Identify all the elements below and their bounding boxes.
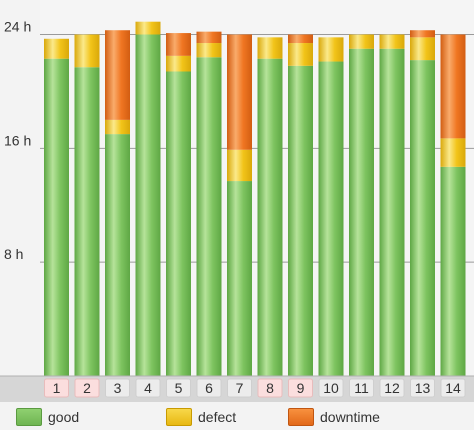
x-tick-box	[410, 378, 435, 398]
legend-label-good: good	[48, 409, 80, 425]
x-tick-box	[196, 378, 222, 398]
x-tick-label: 7	[236, 380, 244, 396]
bar-defect-5[interactable]	[166, 55, 191, 72]
x-tick-box	[166, 378, 191, 398]
bar-defect-6[interactable]	[196, 43, 222, 58]
bar-downtime-9[interactable]	[288, 34, 313, 44]
x-tick-label: 4	[144, 380, 152, 396]
x-tick-box	[379, 378, 405, 398]
legend-item-defect[interactable]: defect	[166, 404, 236, 430]
bar-defect-3[interactable]	[105, 119, 130, 135]
legend-swatch-defect	[166, 408, 192, 426]
bar-good-14[interactable]	[440, 166, 466, 376]
bar-defect-7[interactable]	[227, 149, 252, 182]
x-tick-label: 2	[83, 380, 91, 396]
legend-swatch-downtime	[288, 408, 314, 426]
legend-swatch-good	[16, 408, 42, 426]
y-tick-label: 8 h	[4, 246, 23, 262]
bar-downtime-7[interactable]	[227, 34, 252, 150]
bar-defect-1[interactable]	[44, 38, 69, 59]
x-tick-label: 8	[266, 380, 274, 396]
x-tick-box	[74, 378, 100, 398]
bar-downtime-6[interactable]	[196, 31, 222, 44]
x-tick-label: 3	[114, 380, 122, 396]
bar-downtime-13[interactable]	[410, 30, 435, 38]
legend: good defect downtime	[0, 404, 474, 430]
x-tick-label: 14	[445, 380, 461, 396]
bar-defect-13[interactable]	[410, 37, 435, 61]
x-tick-box	[257, 378, 283, 398]
x-tick-label: 11	[354, 380, 369, 396]
x-tick-box	[227, 378, 252, 398]
bar-good-1[interactable]	[44, 58, 69, 377]
axes: 8 h16 h24 h1 2 3 4 5 6 7 8 9 10 11 12 13 14	[0, 18, 474, 402]
bar-good-11[interactable]	[349, 48, 374, 377]
y-tick-label: 24 h	[4, 18, 31, 34]
x-tick-label: 10	[323, 380, 339, 396]
x-tick-box	[135, 378, 161, 398]
bar-good-13[interactable]	[410, 60, 435, 377]
bar-defect-12[interactable]	[379, 34, 405, 49]
bar-good-4[interactable]	[135, 34, 161, 377]
bar-defect-10[interactable]	[318, 37, 344, 62]
bar-good-5[interactable]	[166, 71, 191, 376]
bar-defect-2[interactable]	[74, 34, 100, 68]
bar-good-10[interactable]	[318, 61, 344, 376]
bar-good-2[interactable]	[74, 67, 100, 377]
x-tick-box	[349, 378, 374, 398]
stacked-bar-chart: 8 h16 h24 h1 2 3 4 5 6 7 8 9 10 11 12 13 14	[0, 18, 474, 402]
legend-item-good[interactable]: good	[16, 404, 79, 430]
x-tick-box	[288, 378, 313, 398]
bars	[44, 21, 466, 377]
x-tick-label: 13	[415, 380, 431, 396]
bar-defect-4[interactable]	[135, 21, 161, 35]
bar-downtime-14[interactable]	[440, 34, 466, 139]
x-tick-box	[44, 378, 69, 398]
y-tick-label: 16 h	[4, 132, 31, 148]
x-tick-label: 1	[53, 380, 61, 396]
bar-downtime-3[interactable]	[105, 30, 130, 120]
x-tick-label: 6	[205, 380, 213, 396]
legend-label-downtime: downtime	[320, 409, 380, 425]
bar-downtime-5[interactable]	[166, 33, 191, 56]
bar-defect-8[interactable]	[257, 37, 283, 59]
x-tick-box	[318, 378, 344, 398]
x-tick-label: 5	[175, 380, 183, 396]
x-tick-label: 12	[384, 380, 400, 396]
legend-item-downtime[interactable]: downtime	[288, 404, 380, 430]
bar-good-9[interactable]	[288, 65, 313, 376]
bar-good-3[interactable]	[105, 134, 130, 376]
bar-good-8[interactable]	[257, 58, 283, 377]
legend-label-defect: defect	[198, 409, 237, 425]
bar-defect-9[interactable]	[288, 43, 313, 66]
bar-good-6[interactable]	[196, 57, 222, 376]
x-tick-label: 9	[297, 380, 305, 396]
bar-good-12[interactable]	[379, 48, 405, 377]
bar-defect-11[interactable]	[349, 34, 374, 49]
x-tick-box	[105, 378, 130, 398]
bar-defect-14[interactable]	[440, 138, 466, 167]
x-tick-box	[440, 378, 466, 398]
bar-good-7[interactable]	[227, 181, 252, 376]
